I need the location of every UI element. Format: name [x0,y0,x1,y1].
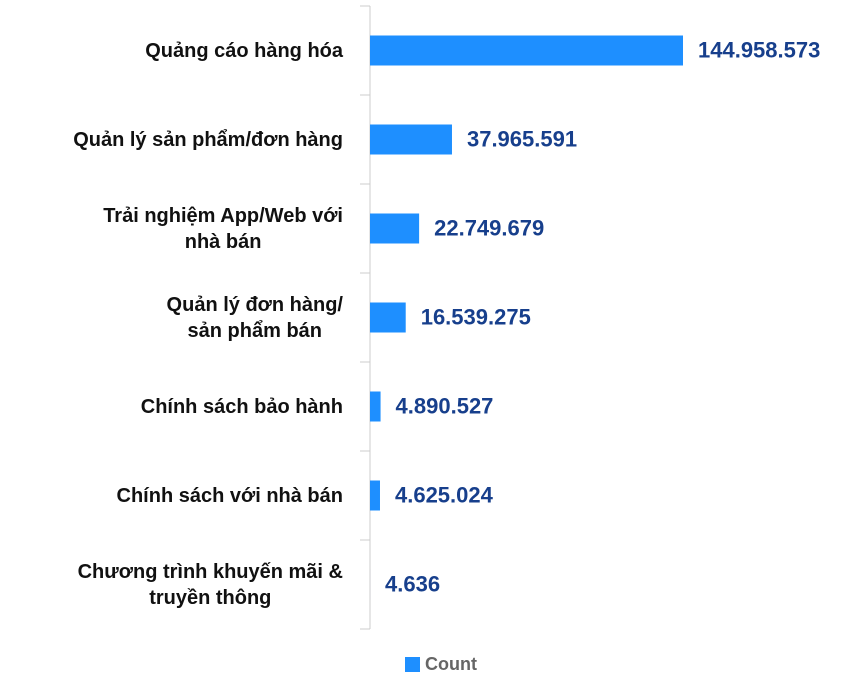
bar [370,480,380,511]
category-text: Quản lý đơn hàng/ sản phẩm bán [166,293,343,342]
legend-label: Count [425,654,477,674]
category-text: Chương trình khuyến mãi & truyền thông [77,560,343,609]
category-text: Quảng cáo hàng hóa [145,39,343,62]
category-label: Quản lý đơn hàng/ sản phẩm bán [0,278,343,358]
category-text: Trải nghiệm App/Web với nhà bán [103,204,343,253]
value-label: 144.958.573 [698,37,820,62]
category-text: Chính sách bảo hành [140,395,343,418]
category-label: Chương trình khuyến mãi & truyền thông [0,545,343,625]
value-label: 37.965.591 [467,126,577,151]
legend-swatch [405,657,420,672]
category-label: Quản lý sản phẩm/đơn hàng [0,100,343,180]
category-label: Quảng cáo hàng hóa [0,11,343,91]
category-label: Chính sách với nhà bán [0,456,343,536]
bar [370,391,381,422]
category-text: Chính sách với nhà bán [116,484,343,507]
bar [370,302,406,333]
category-label: Chính sách bảo hành [0,367,343,447]
category-text: Quản lý sản phẩm/đơn hàng [73,128,343,151]
bar [370,213,420,244]
bar [370,124,452,155]
value-label: 16.539.275 [421,304,531,329]
bar [370,35,683,66]
value-label: 4.890.527 [396,393,494,418]
category-label: Trải nghiệm App/Web với nhà bán [0,189,343,269]
value-label: 22.749.679 [434,215,544,240]
value-label: 4.636 [385,571,440,596]
value-label: 4.625.024 [395,482,494,507]
